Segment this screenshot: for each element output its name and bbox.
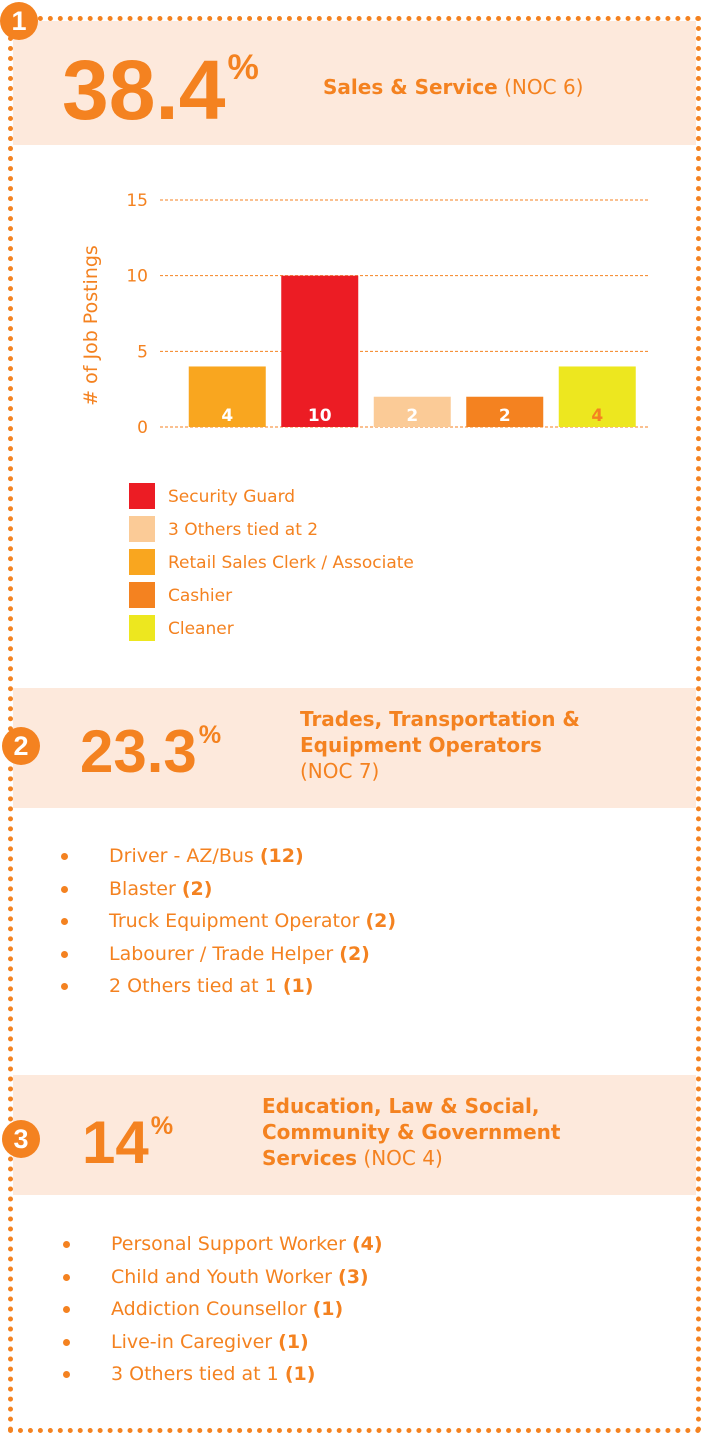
section-code: (NOC 4): [363, 1146, 443, 1170]
section-badge: 1: [0, 2, 38, 40]
section-heading: Education, Law & Social, Community & Gov…: [262, 1093, 632, 1171]
y-tick-label: 10: [126, 267, 148, 287]
item-count: (12): [259, 845, 304, 867]
section-title: Education, Law & Social, Community & Gov…: [262, 1094, 561, 1170]
item-count: (2): [339, 942, 370, 965]
item-count: (3): [338, 1265, 369, 1288]
bar: [281, 275, 359, 427]
percent-value: 38.4: [62, 43, 226, 137]
section-badge: 2: [2, 727, 40, 765]
value-label: 4: [591, 406, 603, 426]
item-count: (1): [282, 975, 314, 997]
bar: [466, 396, 544, 427]
item-name: 3 Others tied at 1: [111, 1363, 279, 1385]
list-item: Child and Youth Worker (3): [57, 1261, 383, 1294]
section-title: Sales & Service: [323, 75, 498, 99]
item-name: Personal Support Worker: [111, 1233, 346, 1255]
item-name: Driver - AZ/Bus: [109, 845, 254, 867]
list-item: Live-in Caregiver (1): [57, 1326, 383, 1359]
section-badge: 3: [2, 1120, 40, 1158]
list-item: 2 Others tied at 1 (1): [55, 970, 396, 1003]
chart: 0 5 10 15 # of Job Postings 4 10 2 2 4 Security Gu…: [80, 191, 650, 641]
job-list: Driver - AZ/Bus (12) Blaster (2) Truck Equ…: [55, 840, 396, 1003]
bar: [373, 396, 451, 427]
section-band: [13, 21, 696, 145]
section-percent: 14%: [82, 1113, 173, 1173]
item-count: (1): [312, 1298, 344, 1320]
legend-label: Security Guard: [168, 487, 295, 507]
list-item: 3 Others tied at 1 (1): [57, 1358, 383, 1391]
item-count: (2): [365, 910, 397, 932]
section-band: [13, 1075, 696, 1195]
list-item: Truck Equipment Operator (2): [55, 905, 396, 938]
legend-swatch: [129, 483, 155, 509]
percent-value: 14: [82, 1109, 149, 1176]
bar: [558, 366, 636, 427]
bar: [188, 366, 266, 427]
section-percent: 38.4%: [62, 48, 259, 132]
legend-label: Cleaner: [168, 619, 234, 639]
percent-unit: %: [150, 1112, 174, 1141]
list-item: Personal Support Worker (4): [57, 1228, 383, 1261]
legend-label: 3 Others tied at 2: [168, 520, 318, 540]
item-name: Truck Equipment Operator: [109, 910, 360, 932]
y-axis-label: # of Job Postings: [80, 245, 102, 406]
list-item: Driver - AZ/Bus (12): [55, 840, 396, 873]
list-item: Labourer / Trade Helper (2): [55, 938, 396, 971]
value-label: 10: [308, 406, 332, 426]
dotted-frame: [8, 16, 701, 1433]
section-heading: Trades, Transportation & Equipment Opera…: [300, 706, 640, 784]
percent-unit: %: [198, 721, 222, 750]
item-count: (2): [181, 877, 213, 900]
item-count: (1): [278, 1330, 309, 1353]
item-name: Child and Youth Worker: [111, 1265, 332, 1288]
item-name: Addiction Counsellor: [111, 1298, 307, 1320]
legend-swatch: [129, 549, 155, 575]
section-heading: Sales & Service (NOC 6): [323, 74, 683, 100]
percent-value: 23.3: [80, 718, 197, 785]
y-tick-label: 5: [137, 342, 148, 362]
item-count: (4): [351, 1233, 383, 1255]
item-count: (1): [284, 1363, 316, 1385]
section-code: (NOC 6): [504, 75, 584, 99]
section-code: (NOC 7): [300, 759, 380, 783]
item-name: Blaster: [109, 877, 176, 900]
section-band: [13, 688, 696, 808]
value-label: 2: [499, 406, 511, 426]
job-list: Personal Support Worker (4) Child and You…: [57, 1228, 383, 1391]
y-tick-label: 15: [126, 191, 148, 211]
legend-label: Retail Sales Clerk / Associate: [168, 553, 414, 573]
legend-label: Cashier: [168, 586, 232, 606]
item-name: Labourer / Trade Helper: [109, 942, 334, 965]
percent-unit: %: [227, 47, 259, 87]
value-label: 2: [406, 406, 418, 426]
section-title: Trades, Transportation & Equipment Opera…: [300, 707, 580, 757]
list-item: Addiction Counsellor (1): [57, 1293, 383, 1326]
item-name: Live-in Caregiver: [111, 1330, 273, 1353]
legend-swatch: [129, 615, 155, 641]
section-percent: 23.3%: [80, 722, 221, 782]
legend-swatch: [129, 516, 155, 542]
legend-swatch: [129, 582, 155, 608]
y-tick-label: 0: [137, 418, 148, 438]
list-item: Blaster (2): [55, 873, 396, 906]
value-label: 4: [221, 406, 233, 426]
item-name: 2 Others tied at 1: [109, 975, 277, 997]
